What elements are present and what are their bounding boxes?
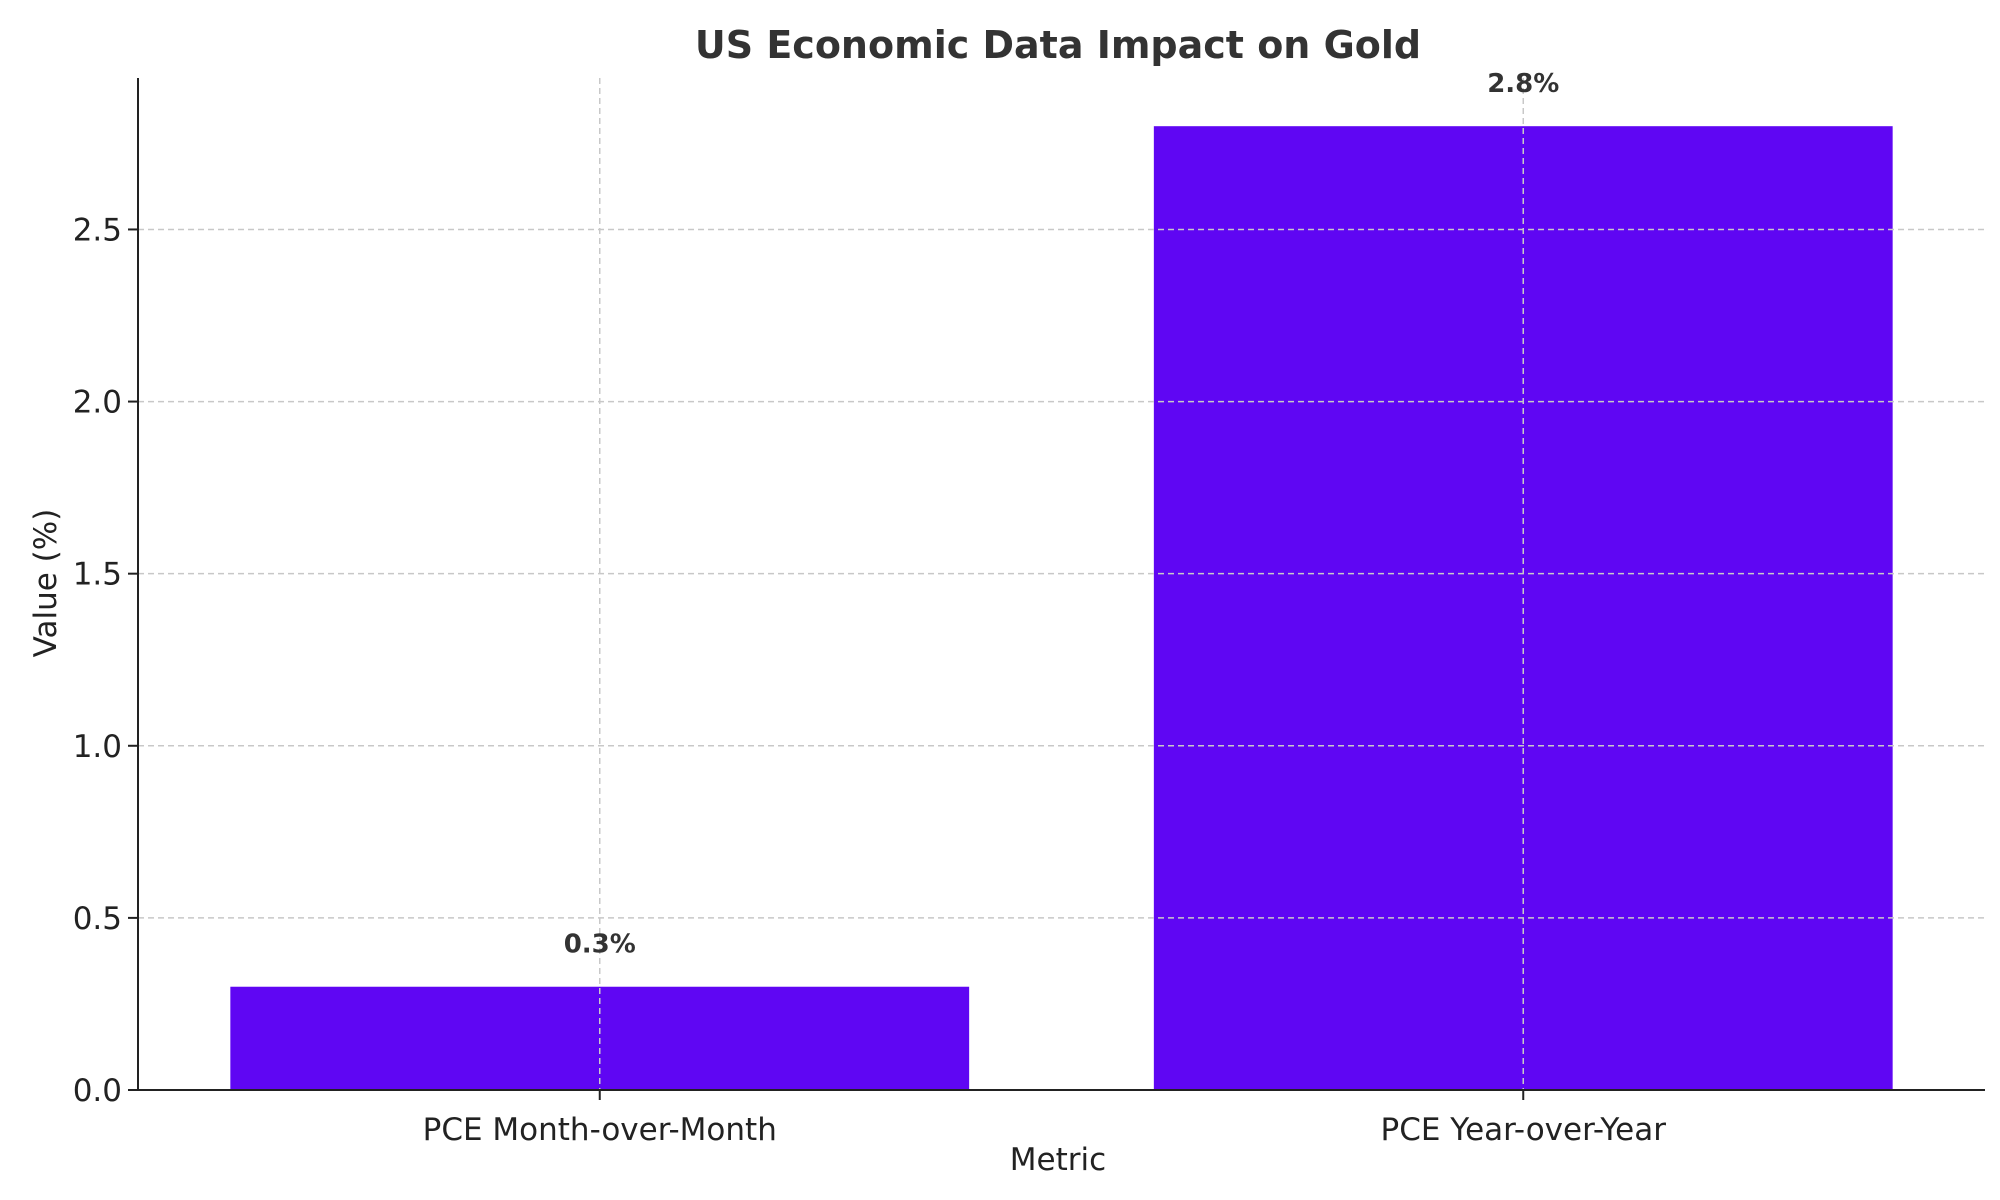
x-tick-label: PCE Month-over-Month: [423, 1112, 777, 1148]
y-tick-label: 2.5: [73, 212, 122, 248]
y-axis-label: Value (%): [28, 509, 64, 658]
x-axis-label: Metric: [1010, 1142, 1106, 1178]
y-tick-label: 1.0: [73, 729, 122, 765]
bars: [230, 126, 1893, 1090]
axes: [128, 78, 1985, 1100]
y-tick-label: 1.5: [73, 557, 122, 593]
bar-value-label: 2.8%: [1487, 69, 1559, 99]
labels: 0.0 0.5 1.0 1.5 2.0 2.5 PCE Month-over-Month 0.…: [73, 69, 1667, 1148]
chart-title: US Economic Data Impact on Gold: [695, 23, 1421, 67]
y-tick-label: 2.0: [73, 385, 122, 421]
x-tick-label: PCE Year-over-Year: [1381, 1112, 1667, 1148]
y-tick-label: 0.5: [73, 901, 122, 937]
y-tick-label: 0.0: [73, 1073, 122, 1109]
bar-value-label: 0.3%: [564, 930, 636, 960]
